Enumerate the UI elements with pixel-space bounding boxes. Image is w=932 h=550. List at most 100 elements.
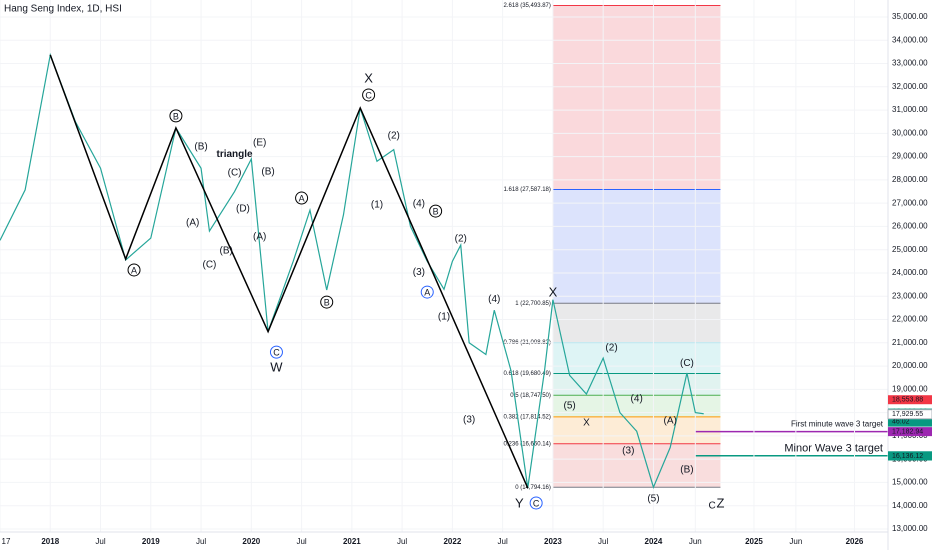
wave-label: C (533, 498, 540, 508)
fib-zone (552, 189, 721, 304)
axis-group: 13,000.0014,000.0015,000.0016,000.0017,0… (2, 12, 932, 546)
wave-label: C (273, 347, 280, 357)
x-tick-label: Jul (196, 537, 206, 546)
price-tag (887, 409, 932, 420)
x-tick-label: 2026 (846, 537, 864, 546)
wave-circle (127, 263, 141, 277)
wave-label: A (131, 265, 137, 275)
x-tick-label: 2019 (142, 537, 160, 546)
wave-circle (269, 345, 283, 359)
y-tick-label: 33,000.00 (892, 59, 928, 68)
fib-label: 1.618 (27,587.18) (504, 187, 551, 193)
wave-label: (2) (388, 131, 400, 142)
wave-label: X (364, 70, 373, 85)
y-tick-label: 22,000.00 (892, 315, 928, 324)
wave-label: (3) (622, 446, 634, 457)
price-line (0, 52, 704, 489)
x-tick-label: Jul (498, 537, 508, 546)
wave-label: (C) (202, 260, 216, 271)
wave-label: (C) (680, 358, 694, 369)
fib-label: 0.382 (17,814.52) (504, 415, 551, 421)
y-tick-label: 27,000.00 (892, 198, 928, 207)
wave-label: B (433, 206, 439, 216)
wave-label: (B) (220, 246, 233, 257)
wave-label: X (583, 418, 590, 429)
grid-group (0, 0, 888, 532)
wave-label: (A) (186, 218, 199, 229)
x-tick-label: Jul (598, 537, 608, 546)
price-tag-label: 16,136.12 (892, 453, 923, 460)
y-tick-label: 20,000.00 (892, 361, 928, 370)
price-line (49, 54, 529, 489)
wave-circle (420, 285, 434, 299)
wave-label: (D) (236, 204, 250, 215)
price-tag (888, 427, 932, 437)
x-tick-label: 2023 (544, 537, 562, 546)
y-tick-label: 15,000.00 (892, 478, 928, 487)
y-tick-label: 30,000.00 (892, 128, 928, 137)
wave-label: (4) (631, 394, 643, 405)
line-group (0, 52, 704, 489)
wave-label: (C) (228, 168, 242, 179)
y-tick-label: 35,000.00 (892, 12, 928, 21)
price-tag (888, 451, 932, 461)
wave-label: (1) (438, 312, 450, 323)
wave-label: (1) (371, 200, 383, 211)
x-tick-label: 2018 (41, 537, 59, 546)
wave-label: (2) (605, 343, 617, 354)
annotation-group: First minute wave 3 target Minor Wave 3 t… (127, 70, 884, 512)
wave-label: (B) (680, 465, 693, 476)
wave-label: W (270, 359, 283, 374)
wave-label: (2) (455, 234, 467, 245)
wave-circle (362, 88, 376, 102)
y-tick-label: 24,000.00 (892, 268, 928, 277)
y-tick-label: 34,000.00 (892, 35, 928, 44)
wave-label: (B) (194, 142, 207, 153)
price-tag-label: 17,182.94 (892, 428, 923, 435)
wave-label: (5) (647, 494, 659, 505)
wave-label: (5) (564, 401, 576, 412)
wave-label: (B) (261, 167, 274, 178)
fib-zone (552, 303, 721, 343)
wave-label: (3) (463, 415, 475, 426)
x-tick-label: Jul (296, 537, 306, 546)
fib-label: 2.618 (35,493.87) (504, 3, 551, 9)
y-tick-label: 13,000.00 (892, 524, 928, 533)
y-tick-label: 31,000.00 (892, 105, 928, 114)
wave-circle (169, 109, 183, 123)
wave-label: A (299, 193, 305, 203)
price-tag-label: 18,553.88 (892, 397, 923, 404)
x-tick-label: 2022 (443, 537, 461, 546)
y-tick-label: 19,000.00 (892, 384, 928, 393)
wave-label: triangle (217, 149, 254, 160)
y-tick-label: 29,000.00 (892, 152, 928, 161)
x-tick-label: 2021 (343, 537, 361, 546)
fib-label: 0.5 (18,747.50) (510, 393, 551, 399)
x-tick-label: 2020 (242, 537, 260, 546)
y-tick-label: 14,000.00 (892, 501, 928, 510)
target-label: Minor Wave 3 target (784, 443, 883, 455)
fib-zone (552, 443, 721, 488)
target-label: First minute wave 3 target (791, 420, 884, 429)
x-tick-label: 2024 (645, 537, 663, 546)
x-tick-label: Jul (397, 537, 407, 546)
x-tick-label: 17 (2, 537, 11, 546)
chart-title: Hang Seng Index, 1D, HSI (4, 4, 122, 15)
y-tick-label: 25,000.00 (892, 245, 928, 254)
wave-label: C (365, 90, 372, 100)
price-tag-sub: 46:02 (892, 418, 910, 425)
y-tick-label: 26,000.00 (892, 222, 928, 231)
wave-circle (295, 191, 309, 205)
wave-label: (E) (253, 138, 266, 149)
fib-label: 0.618 (19,680.49) (504, 371, 551, 377)
wave-label: Z (716, 495, 724, 510)
wave-label: (4) (488, 294, 500, 305)
price-tag-label: 17,929.55 (892, 411, 923, 418)
wave-label: Y (515, 495, 524, 510)
x-tick-label: 2025 (745, 537, 763, 546)
wave-label: B (173, 111, 179, 121)
fib-group: 0 (14,794.16) 0.236 (16,660.14) 0.382 (17,… (504, 3, 888, 491)
x-tick-label: Jun (789, 537, 802, 546)
